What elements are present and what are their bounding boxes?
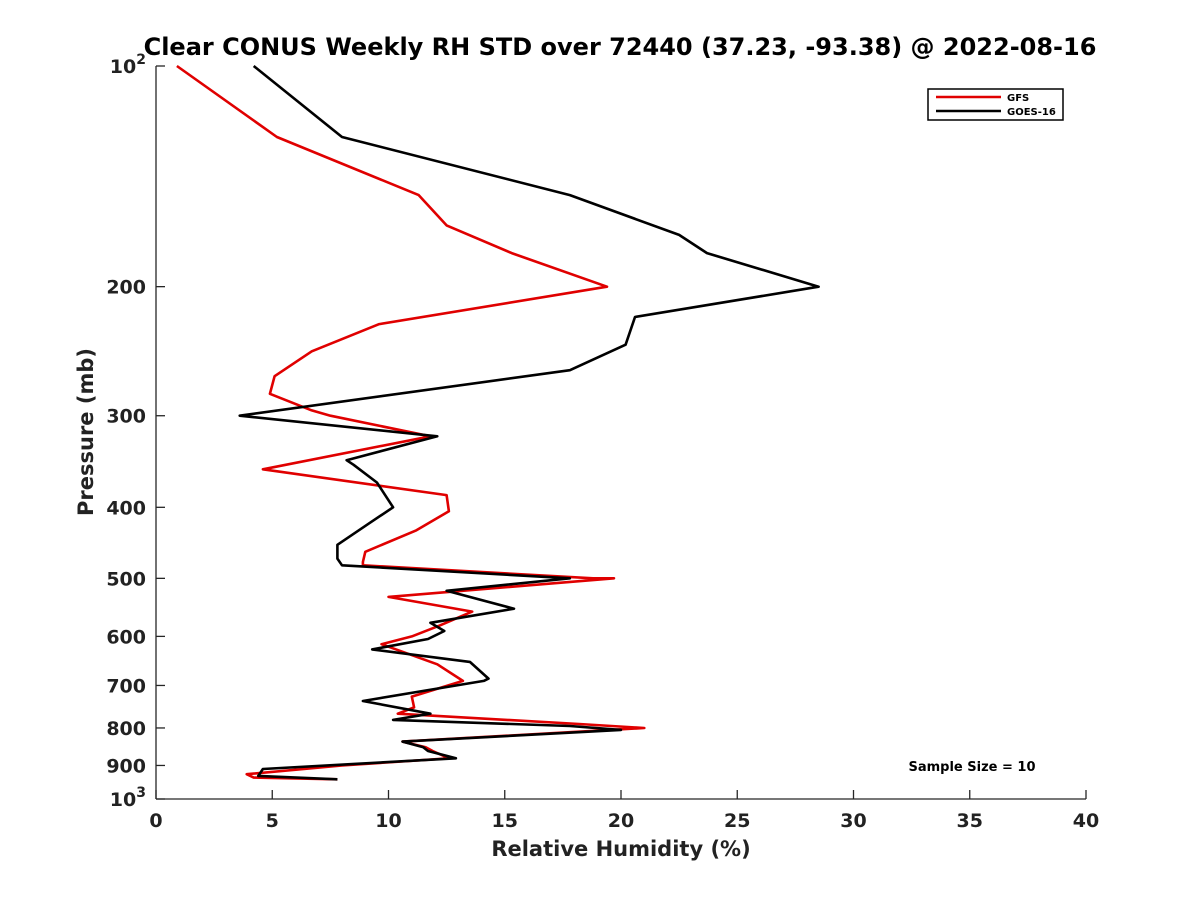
y-tick-label: 200 — [106, 277, 146, 299]
series-group — [176, 64, 820, 781]
goes-16-line — [238, 64, 820, 781]
y-tick-label: 600 — [106, 626, 146, 648]
x-axis-label: Relative Humidity (%) — [491, 837, 750, 861]
x-tick-label: 35 — [957, 810, 983, 832]
chart-title: Clear CONUS Weekly RH STD over 72440 (37… — [144, 33, 1097, 61]
sample-size-annotation: Sample Size = 10 — [908, 760, 1035, 775]
y-tick-label: 400 — [106, 497, 146, 519]
axes: 0 5 10 15 20 25 30 35 40 102 200 300 400 500 600 700 800… — [106, 52, 1099, 832]
y-tick-label: 900 — [106, 755, 146, 777]
y-tick-label: 102 — [110, 52, 146, 78]
x-tick-label: 0 — [149, 810, 162, 832]
x-tick-label: 5 — [266, 810, 279, 832]
x-tick-label: 10 — [375, 810, 401, 832]
y-tick-label: 300 — [106, 406, 146, 428]
plot-area — [156, 66, 1086, 799]
x-tick-label: 15 — [492, 810, 518, 832]
legend-box — [927, 88, 1064, 121]
y-tick-label: 103 — [110, 785, 146, 811]
x-tick-label: 40 — [1073, 810, 1099, 832]
y-tick-label: 800 — [106, 718, 146, 740]
x-tick-label: 20 — [608, 810, 634, 832]
legend-label-goes-16: GOES-16 — [1007, 107, 1056, 118]
x-tick-label: 25 — [724, 810, 750, 832]
y-axis-label: Pressure (mb) — [74, 348, 98, 516]
legend-label-gfs: GFS — [1007, 93, 1029, 104]
legend: GFS GOES-16 — [927, 88, 1064, 121]
y-tick-label: 700 — [106, 675, 146, 697]
x-tick-label: 30 — [840, 810, 866, 832]
y-tick-label: 500 — [106, 568, 146, 590]
